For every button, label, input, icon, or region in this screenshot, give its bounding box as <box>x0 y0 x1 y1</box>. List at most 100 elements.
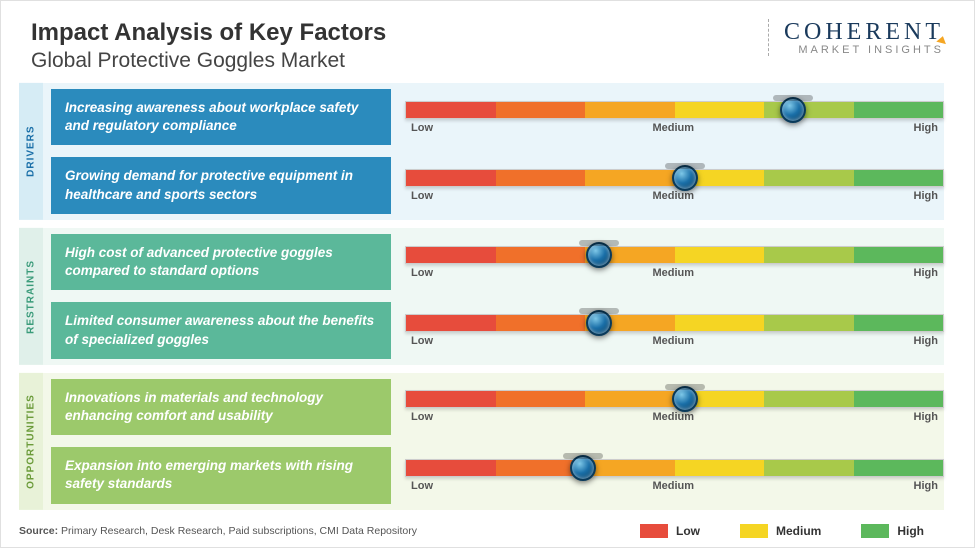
scale-axis-labels: Low Medium High <box>405 335 944 347</box>
scale-wrap: Low Medium High <box>405 157 944 213</box>
impact-marker <box>586 242 612 268</box>
scale-segment <box>406 315 496 331</box>
scale-segment <box>854 247 944 263</box>
subtitle: Global Protective Goggles Market <box>31 49 768 73</box>
factor-row: Limited consumer awareness about the ben… <box>51 302 944 358</box>
header: Impact Analysis of Key Factors Global Pr… <box>1 1 974 83</box>
scale-segment <box>496 247 586 263</box>
factor-row: Increasing awareness about workplace saf… <box>51 89 944 145</box>
factor-label: Innovations in materials and technology … <box>51 379 391 435</box>
scale-segment <box>406 170 496 186</box>
source-citation: Source: Primary Research, Desk Research,… <box>19 525 417 537</box>
scale-segment <box>406 102 496 118</box>
scale-segment <box>675 102 765 118</box>
category-body: Innovations in materials and technology … <box>43 373 944 510</box>
scale-bar <box>405 390 944 408</box>
brand-logo: COHERENT MARKET INSIGHTS <box>768 19 944 56</box>
scale-segment <box>496 170 586 186</box>
scale-segment <box>764 247 854 263</box>
legend-item: Low <box>640 524 700 538</box>
scale-segment <box>854 315 944 331</box>
scale-segment <box>496 315 586 331</box>
title-block: Impact Analysis of Key Factors Global Pr… <box>31 19 768 73</box>
category-tab: OPPORTUNITIES <box>19 373 43 510</box>
scale-axis-label: Low <box>411 411 433 423</box>
scale-bar <box>405 246 944 264</box>
scale-axis-labels: LowMediumHigh <box>405 122 944 134</box>
scale-axis-labels: Low Medium High <box>405 480 944 492</box>
legend-label: High <box>897 524 924 538</box>
impact-marker <box>586 310 612 336</box>
scale-segment <box>764 102 854 118</box>
scale-axis-label: Medium <box>652 480 694 492</box>
scale-axis-label: Medium <box>652 411 694 423</box>
scale-segment <box>764 170 854 186</box>
category-block: RESTRAINTS High cost of advanced protecti… <box>19 228 944 365</box>
scale-segment <box>406 247 496 263</box>
content-area: DRIVERS Increasing awareness about workpl… <box>1 83 974 510</box>
logo-sub-text: MARKET INSIGHTS <box>784 44 944 56</box>
scale-segment <box>496 391 586 407</box>
scale-axis-label: Low <box>411 480 433 492</box>
scale-axis-labels: Low Medium High <box>405 190 944 202</box>
category-tab: RESTRAINTS <box>19 228 43 365</box>
scale-segment <box>854 391 944 407</box>
scale-wrap: Low Medium High <box>405 302 944 358</box>
legend-label: Medium <box>776 524 821 538</box>
category-block: DRIVERS Increasing awareness about workpl… <box>19 83 944 220</box>
scale-bar <box>405 169 944 187</box>
scale-segment <box>406 391 496 407</box>
scale-axis-label: Low <box>411 267 433 279</box>
scale-segment <box>764 391 854 407</box>
impact-marker <box>780 97 806 123</box>
logo-main-text: COHERENT <box>784 19 944 46</box>
scale-segment <box>764 460 854 476</box>
category-body: Increasing awareness about workplace saf… <box>43 83 944 220</box>
scale-bar <box>405 314 944 332</box>
factor-label: Expansion into emerging markets with ris… <box>51 447 391 503</box>
scale-axis-label: High <box>914 267 938 279</box>
impact-marker <box>570 455 596 481</box>
scale-axis-label: High <box>914 335 938 347</box>
scale-axis-label: High <box>914 480 938 492</box>
scale-axis-labels: Low Medium High <box>405 267 944 279</box>
scale-axis-label: Medium <box>652 267 694 279</box>
legend-item: High <box>861 524 924 538</box>
scale-axis-label: High <box>914 411 938 423</box>
scale-segment <box>854 102 944 118</box>
scale-segment <box>764 315 854 331</box>
factor-row: Growing demand for protective equipment … <box>51 157 944 213</box>
scale-segment <box>854 170 944 186</box>
scale-wrap: Low Medium High <box>405 379 944 435</box>
impact-marker <box>672 386 698 412</box>
category-body: High cost of advanced protective goggles… <box>43 228 944 365</box>
scale-axis-label: High <box>914 190 938 202</box>
scale-segment <box>496 102 586 118</box>
main-title: Impact Analysis of Key Factors <box>31 19 768 47</box>
legend-item: Medium <box>740 524 821 538</box>
scale-axis-label: High <box>914 122 938 134</box>
legend-swatch <box>640 524 668 538</box>
scale-segment <box>406 460 496 476</box>
scale-bar <box>405 101 944 119</box>
scale-axis-label: Medium <box>652 190 694 202</box>
factor-label: Limited consumer awareness about the ben… <box>51 302 391 358</box>
factor-label: Growing demand for protective equipment … <box>51 157 391 213</box>
factor-row: High cost of advanced protective goggles… <box>51 234 944 290</box>
scale-axis-labels: Low Medium High <box>405 411 944 423</box>
scale-wrap: LowMediumHigh <box>405 89 944 145</box>
factor-row: Innovations in materials and technology … <box>51 379 944 435</box>
scale-wrap: Low Medium High <box>405 447 944 503</box>
scale-axis-label: Medium <box>652 335 694 347</box>
factor-label: High cost of advanced protective goggles… <box>51 234 391 290</box>
category-tab: DRIVERS <box>19 83 43 220</box>
scale-segment <box>585 460 675 476</box>
scale-axis-label: Low <box>411 190 433 202</box>
scale-axis-label: Low <box>411 335 433 347</box>
scale-segment <box>675 315 765 331</box>
scale-axis-label: Low <box>411 122 433 134</box>
factor-row: Expansion into emerging markets with ris… <box>51 447 944 503</box>
legend-swatch <box>740 524 768 538</box>
category-block: OPPORTUNITIES Innovations in materials an… <box>19 373 944 510</box>
legend-swatch <box>861 524 889 538</box>
